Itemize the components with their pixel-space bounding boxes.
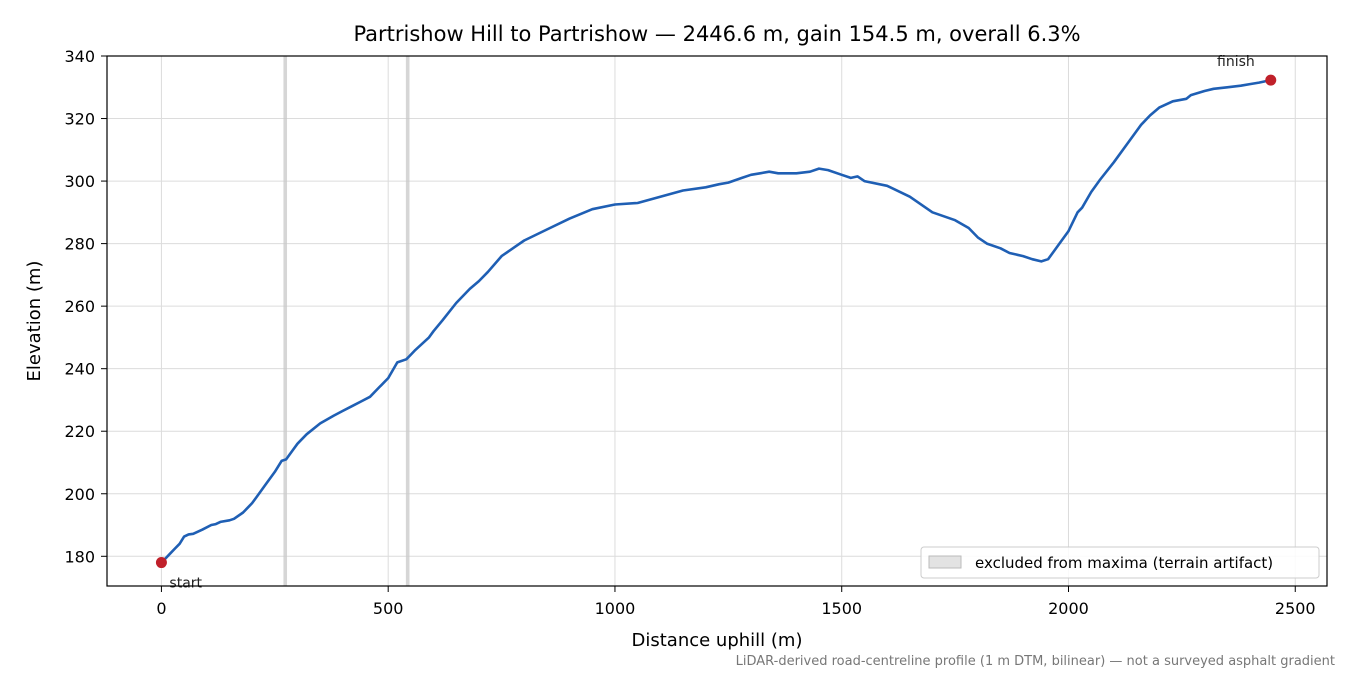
y-tick-label: 240 <box>64 360 95 379</box>
y-axis-ticks: 180 200 220 240 260 280 300 320 340 <box>64 47 107 566</box>
marker-layer: start finish <box>155 54 1277 592</box>
elevation-line <box>160 78 1273 564</box>
x-tick-label: 500 <box>373 599 404 618</box>
x-tick-label: 1000 <box>595 599 636 618</box>
x-tick-label: 0 <box>156 599 166 618</box>
y-tick-label: 220 <box>64 422 95 441</box>
chart-title: Partrishow Hill to Partrishow — 2446.6 m… <box>353 22 1080 46</box>
y-tick-label: 300 <box>64 172 95 191</box>
legend-box <box>920 546 1320 579</box>
y-tick-label: 280 <box>64 235 95 254</box>
excluded-band <box>283 56 288 586</box>
x-tick-label: 2500 <box>1275 599 1316 618</box>
y-tick-label: 200 <box>64 485 95 504</box>
x-tick-label: 1500 <box>821 599 862 618</box>
x-axis-label: Distance uphill (m) <box>632 630 803 651</box>
start-label: start <box>169 576 202 592</box>
plot-area-frame <box>106 55 1328 587</box>
grid-lines <box>107 55 1327 586</box>
series-layer <box>160 78 1273 564</box>
footnote: LiDAR-derived road-centreline profile (1… <box>736 654 1335 669</box>
y-axis-label: Elevation (m) <box>24 261 45 382</box>
excluded-bands <box>283 56 410 586</box>
y-tick-label: 340 <box>64 47 95 66</box>
finish-label: finish <box>1217 54 1255 70</box>
legend-swatch <box>928 555 962 569</box>
legend: excluded from maxima (terrain artifact) <box>920 546 1320 579</box>
legend-label: excluded from maxima (terrain artifact) <box>975 554 1273 572</box>
y-tick-label: 180 <box>64 547 95 566</box>
x-tick-label: 2000 <box>1048 599 1089 618</box>
finish-marker <box>1265 74 1277 86</box>
start-marker <box>155 557 167 569</box>
y-tick-label: 260 <box>64 297 95 316</box>
x-axis-ticks: 0 500 1000 1500 2000 2500 <box>156 586 1316 618</box>
excluded-band <box>405 56 410 586</box>
y-tick-label: 320 <box>64 110 95 129</box>
